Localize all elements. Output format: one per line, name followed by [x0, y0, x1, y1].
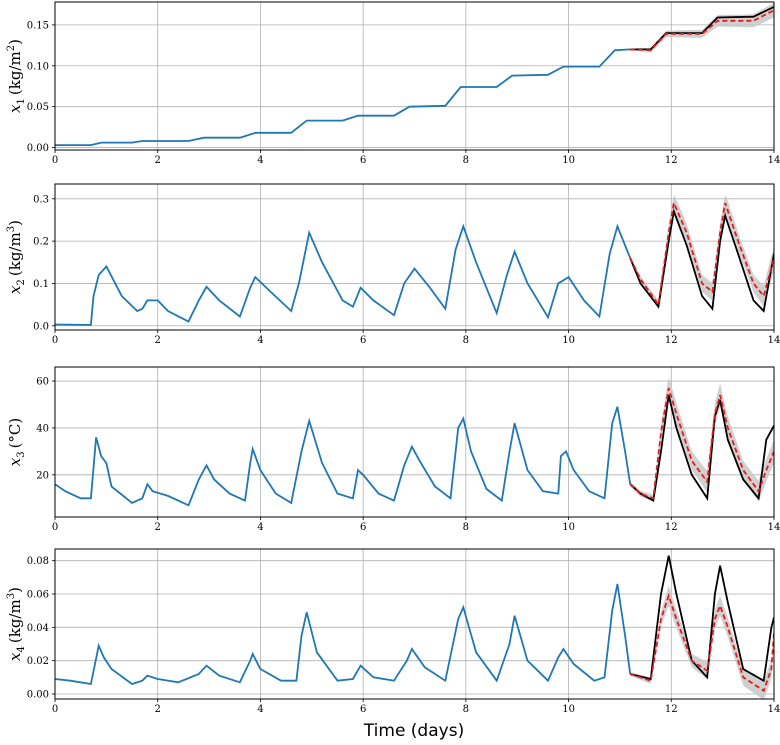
x-tick-label: 4 — [257, 155, 263, 166]
y-axis-label: x3 (°C) — [6, 418, 27, 467]
y-axis-label: x1 (kg/m2) — [6, 39, 27, 113]
x-tick-label: 2 — [155, 704, 161, 715]
panel-3: 0 2 4 6 8 10 12 14 20 40 60 x3 (°C) — [6, 366, 780, 533]
y-label-subscript: 1 — [16, 98, 27, 104]
y-tick-label: 0.02 — [27, 656, 49, 667]
x-tick-label: 8 — [463, 704, 469, 715]
x-tick-label: 12 — [665, 335, 678, 346]
y-label-symbol: x — [6, 285, 24, 294]
x-tick-label: 12 — [665, 522, 678, 533]
y-tick-label: 0.2 — [33, 237, 49, 248]
x-tick-label: 10 — [562, 704, 575, 715]
x-tick-label: 6 — [360, 522, 366, 533]
x-tick-label: 4 — [257, 335, 263, 346]
x-tick-label: 14 — [768, 522, 780, 533]
x-tick-label: 10 — [562, 335, 575, 346]
axes-frame — [54, 366, 775, 518]
axes-frame — [54, 548, 775, 700]
y-label-unit: (°C) — [6, 418, 24, 449]
x-tick-label: 8 — [463, 522, 469, 533]
x-tick-label: 4 — [257, 704, 263, 715]
y-tick-label: 0.06 — [27, 590, 49, 601]
history-series-line — [55, 223, 632, 326]
y-label-superscript: 2 — [6, 45, 17, 51]
x-tick-label: 0 — [52, 335, 58, 346]
x-tick-label: 2 — [155, 155, 161, 166]
truth-series-line — [630, 6, 774, 51]
truth-series-line — [629, 208, 774, 313]
y-axis-label: x4 (kg/m3) — [6, 587, 27, 661]
x-tick-label: 12 — [665, 704, 678, 715]
y-label-symbol: x — [6, 457, 24, 466]
history-series-line — [55, 583, 632, 686]
y-label-close: ) — [6, 220, 24, 226]
uncertainty-band — [630, 2, 774, 53]
x-tick-label: 8 — [463, 155, 469, 166]
y-label-superscript: 3 — [6, 226, 17, 232]
x-tick-label: 2 — [155, 522, 161, 533]
x-tick-label: 4 — [257, 522, 263, 533]
y-tick-label: 0.15 — [27, 20, 49, 31]
y-tick-label: 60 — [36, 377, 49, 388]
uncertainty-band — [630, 586, 774, 699]
y-label-subscript: 4 — [16, 646, 27, 652]
x-tick-label: 2 — [155, 335, 161, 346]
y-label-unit: (kg/m — [6, 232, 24, 276]
prediction-series-line — [629, 387, 774, 500]
truth-series-line — [629, 394, 774, 503]
x-tick-label: 14 — [768, 155, 780, 166]
history-series-line — [55, 48, 631, 147]
y-tick-label: 0.1 — [33, 279, 49, 290]
uncertainty-band — [630, 195, 774, 308]
y-label-close: ) — [6, 587, 24, 593]
y-tick-label: 0.05 — [27, 102, 49, 113]
x-tick-label: 10 — [562, 155, 575, 166]
x-tick-label: 6 — [360, 155, 366, 166]
y-tick-label: 0.10 — [27, 61, 49, 72]
y-label-symbol: x — [6, 104, 24, 113]
y-label-superscript: 3 — [6, 593, 17, 599]
y-tick-label: 0.00 — [27, 143, 49, 154]
y-tick-label: 0.04 — [27, 623, 49, 634]
y-tick-label: 20 — [36, 470, 49, 481]
y-label-close: ) — [6, 39, 24, 45]
x-tick-label: 0 — [52, 522, 58, 533]
x-tick-label: 6 — [360, 704, 366, 715]
y-tick-label: 0.08 — [27, 556, 49, 567]
x-tick-label: 6 — [360, 335, 366, 346]
x-tick-label: 12 — [665, 155, 678, 166]
x-tick-label: 14 — [768, 335, 780, 346]
truth-series-line — [629, 555, 774, 683]
y-tick-label: 0.0 — [33, 321, 49, 332]
axes-frame — [54, 183, 775, 331]
prediction-series-line — [630, 9, 774, 52]
x-tick-label: 10 — [562, 522, 575, 533]
history-series-line — [55, 406, 632, 507]
x-tick-label: 14 — [768, 704, 780, 715]
y-label-unit: (kg/m — [6, 599, 24, 643]
y-label-symbol: x — [6, 652, 24, 661]
x-tick-label: 8 — [463, 335, 469, 346]
y-tick-label: 0.3 — [33, 194, 49, 205]
y-tick-label: 40 — [36, 423, 49, 434]
uncertainty-band — [630, 377, 774, 502]
y-label-unit: (kg/m — [6, 51, 24, 95]
y-tick-label: 0.00 — [27, 690, 49, 701]
prediction-series-line — [629, 592, 774, 693]
x-tick-label: 0 — [52, 155, 58, 166]
y-axis-label: x2 (kg/m3) — [6, 220, 27, 294]
axes-frame — [54, 1, 775, 151]
y-label-subscript: 3 — [16, 451, 27, 457]
panel-2: 0 2 4 6 8 10 12 140.00.10.20.3x2(kg/m3) — [6, 183, 780, 346]
x-axis-label: Time (days) — [363, 721, 464, 741]
x-tick-label: 0 — [52, 704, 58, 715]
y-label-subscript: 2 — [16, 279, 27, 285]
prediction-series-line — [629, 199, 774, 307]
